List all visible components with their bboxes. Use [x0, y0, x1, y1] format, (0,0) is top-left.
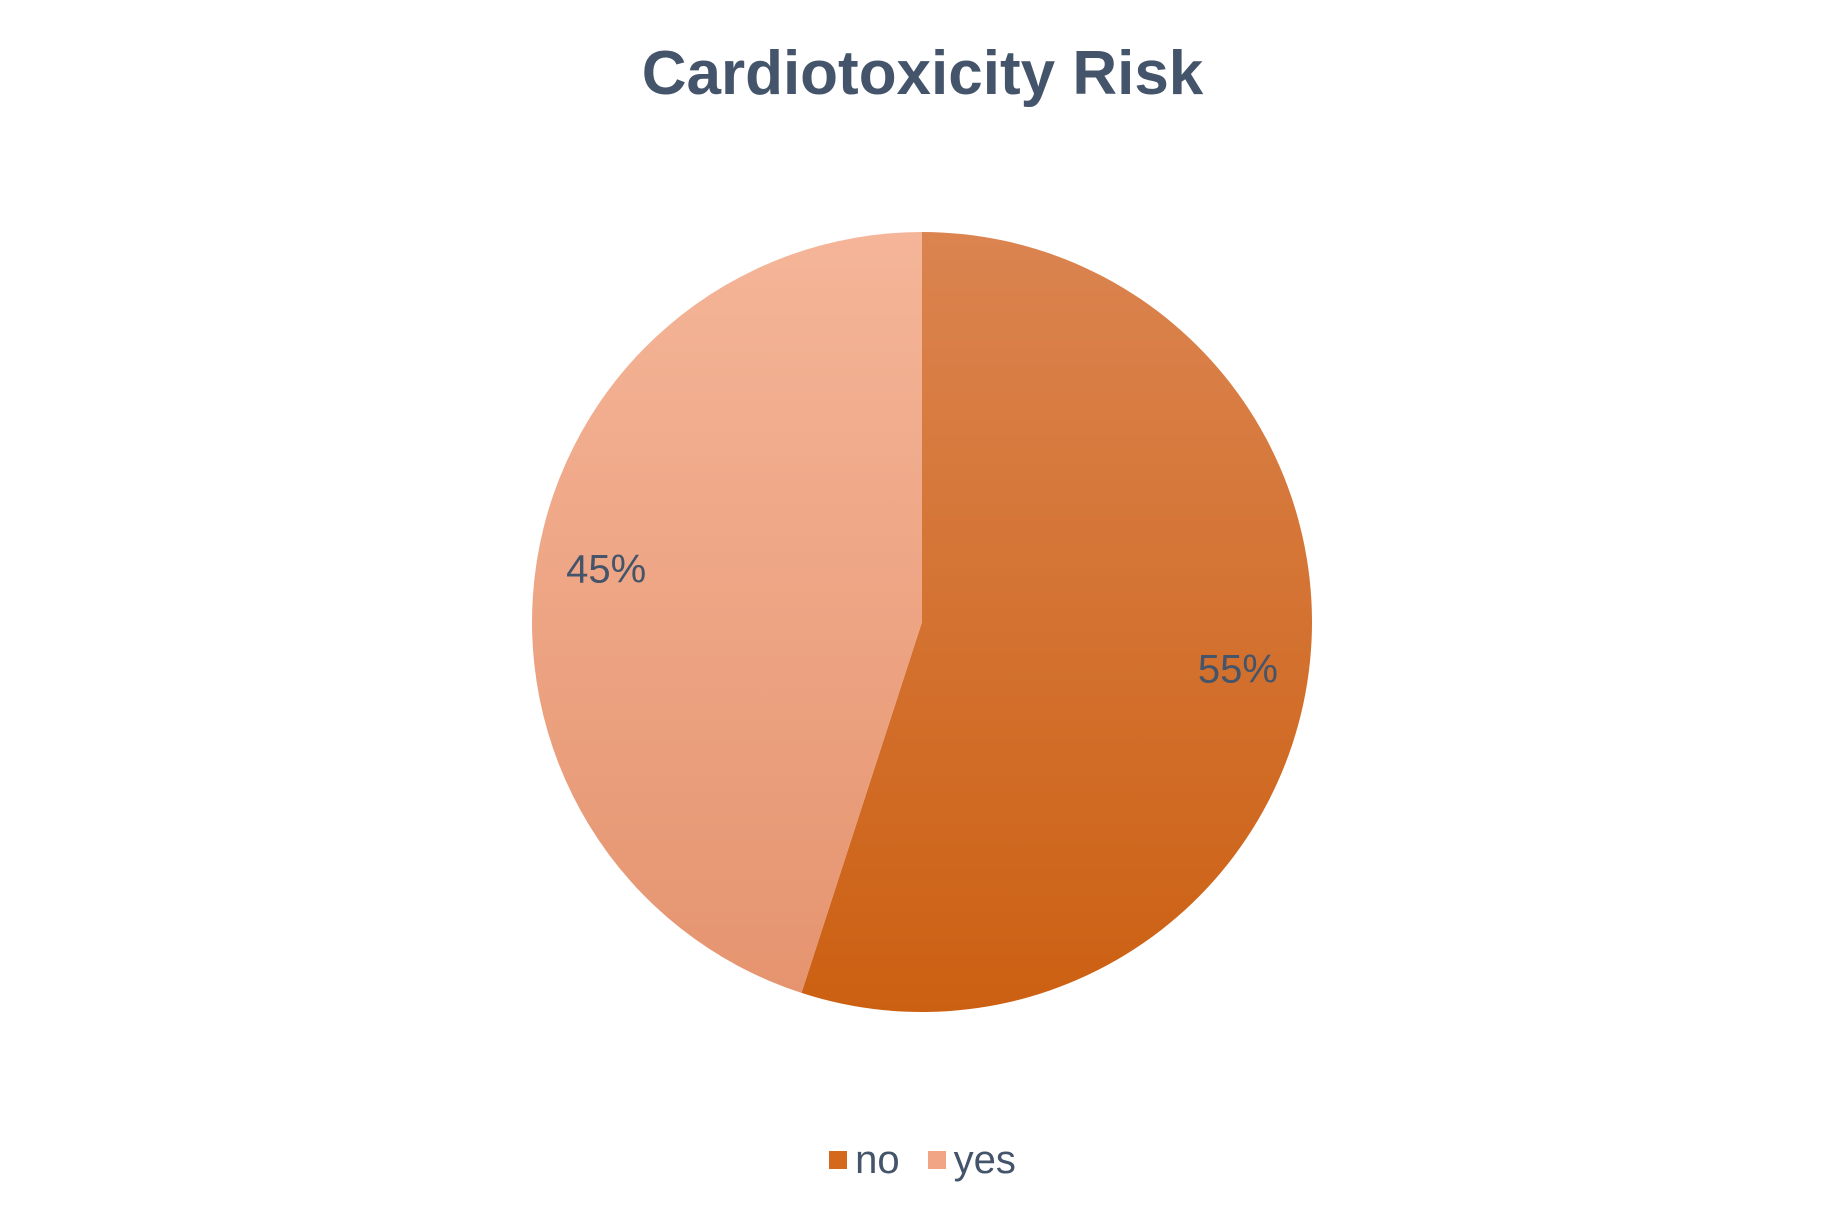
chart-title: Cardiotoxicity Risk	[641, 39, 1204, 108]
legend-swatch-yes	[927, 1151, 946, 1169]
legend-item-no: no	[829, 1140, 900, 1180]
legend-swatch-no	[829, 1151, 848, 1169]
data-label-yes: 45%	[566, 548, 646, 592]
pie-slice-no	[801, 232, 1312, 1012]
data-label-no: 55%	[1198, 648, 1278, 692]
legend-label-yes: yes	[953, 1138, 1016, 1182]
legend-item-yes: yes	[927, 1138, 1016, 1182]
legend-label-no: no	[855, 1138, 900, 1182]
legend: no yes	[0, 1140, 1845, 1180]
pie-slice-yes	[531, 232, 922, 993]
